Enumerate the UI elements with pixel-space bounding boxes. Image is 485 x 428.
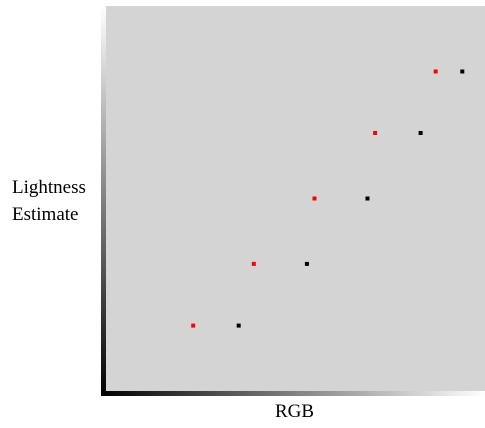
scatter-point-s2-3 xyxy=(365,196,370,201)
y-axis-line xyxy=(101,6,106,396)
y-axis-label-line-2: Estimate xyxy=(12,204,79,225)
y-axis-label: Lightness Estimate xyxy=(12,174,86,228)
scatter-point-s1-4 xyxy=(373,131,378,135)
scatter-point-s1-2 xyxy=(251,261,256,266)
scatter-point-s2-1 xyxy=(236,323,241,328)
scatter-point-s2-5 xyxy=(460,69,465,74)
data-points xyxy=(191,69,465,328)
y-axis-label-line-1: Lightness xyxy=(12,177,86,198)
plot-area xyxy=(106,6,485,391)
scatter-point-s2-2 xyxy=(304,261,309,266)
scatter-point-s1-3 xyxy=(312,196,317,201)
scatter-point-s2-4 xyxy=(418,131,423,135)
scatter-point-s1-1 xyxy=(191,323,196,328)
x-axis-label-text: RGB xyxy=(275,401,315,422)
x-axis-label: RGB xyxy=(275,402,314,422)
scatter-point-s1-5 xyxy=(433,69,438,74)
x-axis-line xyxy=(101,391,485,396)
